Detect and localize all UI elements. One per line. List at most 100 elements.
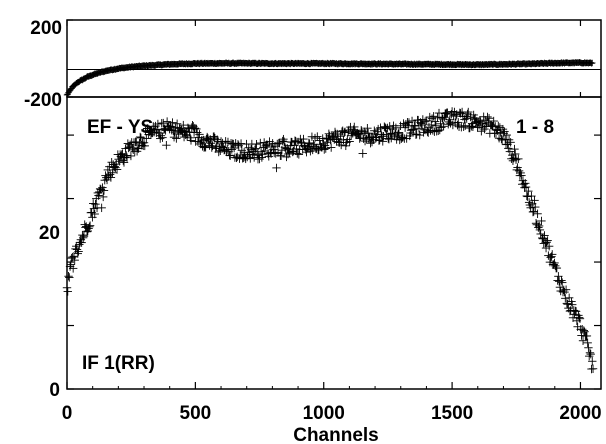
amplitude-point xyxy=(471,113,480,123)
amplitude-point xyxy=(437,113,447,123)
amplitude-point xyxy=(530,196,539,205)
amplitude-point xyxy=(409,125,418,134)
amplitude-point xyxy=(547,252,556,261)
amplitude-point xyxy=(256,138,265,148)
amplitude-point xyxy=(462,114,471,123)
amplitude-point xyxy=(62,283,72,292)
amplitude-point xyxy=(438,114,448,124)
amplitude-point xyxy=(505,147,515,156)
amplitude-point xyxy=(195,130,204,139)
amplitude-point xyxy=(97,203,106,213)
amplitude-point xyxy=(514,166,524,176)
amplitude-point xyxy=(383,123,392,133)
amplitude-point xyxy=(153,119,163,129)
amplitude-point xyxy=(398,133,408,142)
amplitude-point xyxy=(186,136,196,145)
amplitude-point xyxy=(425,112,434,122)
amplitude-point xyxy=(251,144,260,153)
amplitude-point xyxy=(429,112,438,121)
amplitude-point xyxy=(122,151,131,160)
amplitude-point xyxy=(407,116,417,126)
amplitude-point xyxy=(70,255,79,265)
x-tick-label: 500 xyxy=(180,403,212,424)
amplitude-point xyxy=(85,221,95,230)
amplitude-point xyxy=(460,121,470,130)
amplitude-point xyxy=(291,137,300,146)
channel-range-label: 1 - 8 xyxy=(516,117,554,138)
amplitude-point xyxy=(580,327,589,336)
amplitude-point xyxy=(246,145,256,154)
amplitude-point xyxy=(534,223,543,232)
amplitude-point xyxy=(542,237,552,247)
amplitude-point xyxy=(136,133,146,143)
amplitude-point xyxy=(94,191,103,200)
amplitude-point xyxy=(506,138,515,147)
amplitude-point xyxy=(584,343,593,352)
amplitude-point xyxy=(261,141,270,151)
amplitude-point xyxy=(102,175,112,185)
amplitude-point xyxy=(430,127,439,136)
amplitude-point xyxy=(269,148,279,158)
x-tick-label: 0 xyxy=(62,403,73,424)
amplitude-point xyxy=(68,264,78,273)
amplitude-point xyxy=(340,128,349,137)
amplitude-point xyxy=(497,134,506,144)
amplitude-point xyxy=(430,117,440,126)
amplitude-point xyxy=(326,143,336,152)
amplitude-point xyxy=(534,221,544,231)
amplitude-point xyxy=(98,192,108,202)
amplitude-point xyxy=(418,115,428,124)
amplitude-point xyxy=(494,121,503,131)
x-axis-title: Channels xyxy=(293,425,379,444)
amplitude-point xyxy=(571,307,581,316)
amplitude-point xyxy=(63,287,72,296)
amplitude-point xyxy=(172,119,182,128)
amplitude-point xyxy=(299,134,308,144)
amplitude-point xyxy=(320,145,329,154)
amplitude-point xyxy=(115,157,124,166)
amplitude-point xyxy=(578,336,588,345)
amplitude-point xyxy=(378,137,387,146)
amplitude-point xyxy=(562,299,572,308)
amplitude-point xyxy=(535,225,545,235)
amplitude-point xyxy=(142,134,151,143)
amplitude-point xyxy=(252,139,261,149)
amplitude-point xyxy=(88,199,98,208)
amplitude-point xyxy=(529,207,538,216)
amplitude-point xyxy=(73,249,82,258)
amplitude-point xyxy=(263,140,272,150)
amplitude-point xyxy=(166,122,176,131)
amplitude-point xyxy=(431,121,441,131)
amplitude-point xyxy=(257,153,267,162)
amplitude-point xyxy=(99,186,109,195)
amplitude-point xyxy=(363,123,372,133)
amplitude-point xyxy=(564,293,574,303)
amplitude-point xyxy=(336,140,346,150)
amplitude-point xyxy=(318,134,327,143)
amplitude-point xyxy=(237,146,247,155)
phase-y-tick-label: 200 xyxy=(30,18,62,39)
x-tick-label: 1000 xyxy=(303,403,345,424)
amplitude-point xyxy=(524,186,533,196)
amplitude-point xyxy=(464,107,473,117)
amplitude-point xyxy=(586,349,595,359)
amplitude-point xyxy=(126,151,136,161)
amplitude-point xyxy=(511,155,521,164)
amplitude-point xyxy=(200,142,210,151)
amplitude-point xyxy=(207,143,216,152)
phase-point xyxy=(589,59,596,67)
amplitude-point xyxy=(151,121,160,131)
amplitude-point xyxy=(74,247,83,256)
amplitude-point xyxy=(78,233,88,242)
amplitude-point xyxy=(582,331,592,341)
amplitude-point xyxy=(531,202,540,212)
amplitude-point xyxy=(192,124,201,134)
amplitude-point xyxy=(500,127,509,136)
amplitude-point xyxy=(381,124,391,133)
amplitude-point xyxy=(420,117,430,126)
amplitude-point xyxy=(107,158,116,167)
amplitude-point xyxy=(551,261,560,271)
amplitude-point xyxy=(417,119,426,128)
amplitude-point xyxy=(459,122,468,131)
amplitude-point xyxy=(410,121,419,131)
